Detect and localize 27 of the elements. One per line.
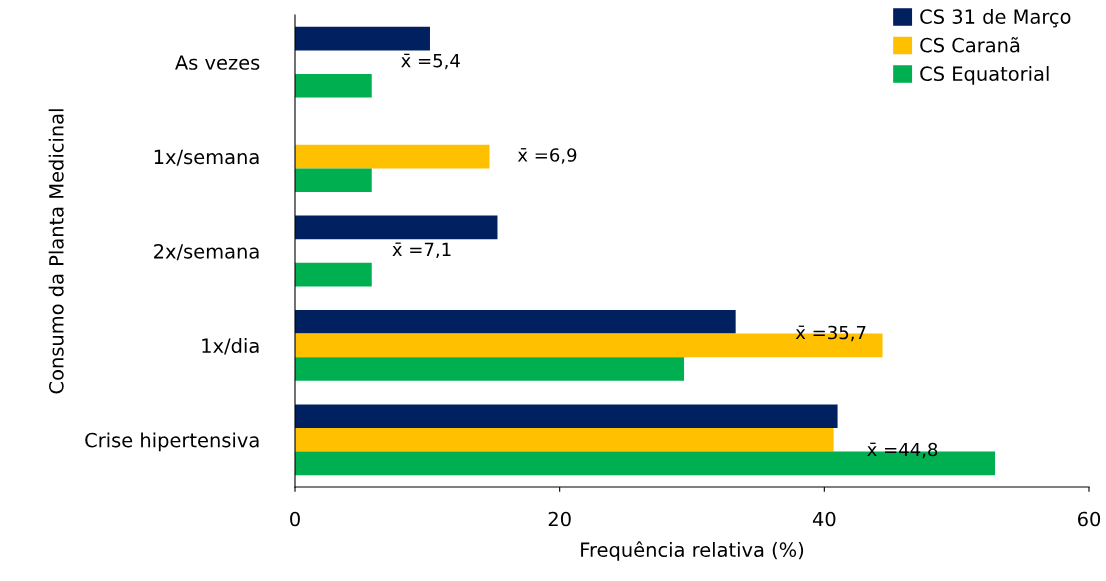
- x-tick-label: 60: [1077, 511, 1101, 527]
- y-tick-label: As vezes: [175, 55, 260, 70]
- x-tick-label: 20: [548, 511, 571, 527]
- bar: [295, 357, 685, 381]
- legend-label: CS Caranã: [920, 37, 1020, 53]
- legend-label: CS Equatorial: [920, 65, 1049, 85]
- x-axis-title: Frequência relativa (%): [581, 541, 804, 561]
- y-axis-title: Consumo da Planta Medicinal: [48, 109, 64, 394]
- legend-label: CS 31 de Março: [920, 8, 1071, 28]
- annotation: x̄ =7,1: [392, 242, 451, 259]
- y-tick-label: 1x/semana: [154, 149, 259, 166]
- bar: [295, 74, 372, 98]
- bar: [295, 144, 490, 169]
- bar: [295, 215, 498, 240]
- y-tick-label: 1x/dia: [202, 338, 259, 355]
- y-tick-label: 2x/semana: [154, 243, 259, 261]
- bar: [295, 262, 372, 287]
- bar: [295, 310, 736, 334]
- bar: [295, 428, 834, 452]
- annotation: x̄ =5,4: [401, 53, 460, 70]
- y-tick-label: Crise hipertensiva: [85, 432, 259, 452]
- annotation: x̄ =6,9: [517, 148, 577, 164]
- bar: [295, 404, 838, 428]
- x-tick-label: 40: [812, 511, 836, 527]
- x-tick-label: 0: [290, 511, 300, 527]
- bar: [295, 168, 372, 192]
- bar: [295, 26, 430, 51]
